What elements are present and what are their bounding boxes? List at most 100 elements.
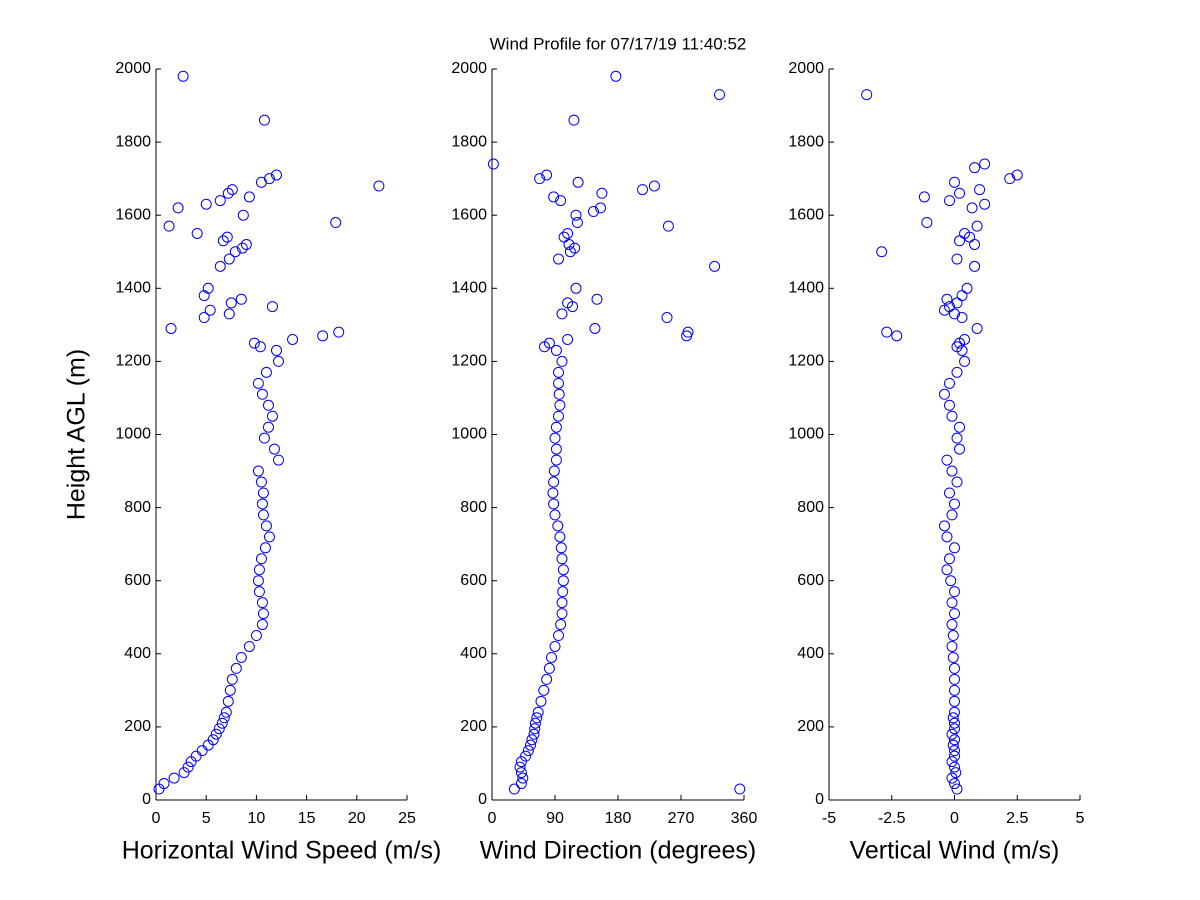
point — [287, 333, 299, 345]
point — [562, 333, 574, 345]
point — [949, 498, 960, 510]
point — [256, 388, 268, 400]
x-tick-label: -5 — [822, 810, 836, 827]
point — [946, 640, 958, 652]
point — [556, 553, 568, 565]
point — [550, 421, 562, 433]
y-tick-label: 2000 — [788, 60, 824, 77]
x-tick-label: 90 — [546, 810, 564, 827]
y-tick-label: 0 — [478, 791, 487, 808]
point — [548, 498, 560, 510]
point — [555, 619, 567, 631]
point — [248, 337, 260, 349]
point — [946, 465, 958, 477]
y-tick-label: 1000 — [788, 426, 824, 443]
point — [557, 564, 569, 576]
point — [252, 575, 264, 587]
point — [949, 176, 960, 188]
point — [258, 432, 270, 444]
point — [943, 195, 955, 207]
point — [589, 323, 601, 335]
point — [951, 432, 963, 444]
point — [709, 260, 721, 272]
point — [971, 220, 983, 232]
point — [333, 326, 345, 338]
y-tick-label: 0 — [815, 791, 824, 808]
point — [941, 531, 953, 543]
point — [1004, 173, 1016, 185]
point — [223, 253, 235, 265]
point — [951, 366, 963, 378]
point — [549, 640, 561, 652]
point — [548, 191, 560, 203]
point — [949, 761, 960, 773]
point — [210, 728, 222, 740]
point — [528, 728, 540, 740]
point — [941, 454, 953, 466]
point — [522, 745, 534, 757]
point — [214, 195, 226, 207]
y-tick-label: 400 — [124, 645, 151, 662]
x-tick-label: 25 — [398, 810, 416, 827]
point — [951, 341, 963, 353]
point — [553, 410, 564, 422]
point — [547, 487, 559, 499]
point — [158, 778, 170, 790]
point — [596, 187, 608, 199]
point — [255, 553, 267, 565]
x-tick-label: 180 — [605, 810, 632, 827]
point — [270, 169, 282, 181]
point — [556, 597, 568, 609]
point — [921, 217, 933, 229]
point — [517, 772, 529, 784]
point — [263, 531, 275, 543]
point — [243, 191, 255, 203]
x-tick-label: 5 — [1076, 810, 1085, 827]
point — [891, 330, 903, 342]
y-tick-label: 200 — [124, 718, 151, 735]
point — [177, 70, 189, 82]
point — [956, 312, 968, 324]
point — [949, 542, 960, 554]
point — [262, 421, 274, 433]
point — [567, 301, 578, 313]
point — [257, 487, 269, 499]
y-tick-label: 1200 — [115, 353, 151, 370]
point — [260, 366, 272, 378]
point — [529, 717, 541, 729]
point — [515, 767, 527, 779]
point — [515, 756, 527, 768]
y-tick-label: 1000 — [115, 426, 151, 443]
point — [259, 542, 271, 554]
y-tick-label: 0 — [142, 791, 151, 808]
point — [226, 184, 238, 196]
point — [946, 728, 958, 740]
point — [949, 706, 960, 718]
point — [553, 366, 564, 378]
point — [941, 293, 953, 305]
point — [555, 542, 567, 554]
point — [591, 293, 603, 305]
point — [182, 761, 194, 773]
point — [253, 586, 265, 598]
point — [250, 630, 262, 642]
y-tick-label: 800 — [124, 499, 151, 516]
point — [256, 498, 268, 510]
x-tick-label: 2.5 — [1006, 810, 1028, 827]
point — [949, 608, 960, 620]
point — [255, 176, 267, 188]
point — [200, 198, 212, 210]
point — [317, 330, 329, 342]
point — [557, 586, 569, 598]
point — [218, 712, 230, 724]
point — [1011, 169, 1023, 181]
point — [949, 673, 960, 685]
point — [941, 564, 953, 576]
y-tick-label: 1800 — [788, 133, 824, 150]
point — [943, 399, 955, 411]
point — [549, 509, 561, 521]
point — [950, 767, 962, 779]
point — [262, 399, 274, 411]
point — [714, 89, 725, 101]
point — [538, 684, 550, 696]
